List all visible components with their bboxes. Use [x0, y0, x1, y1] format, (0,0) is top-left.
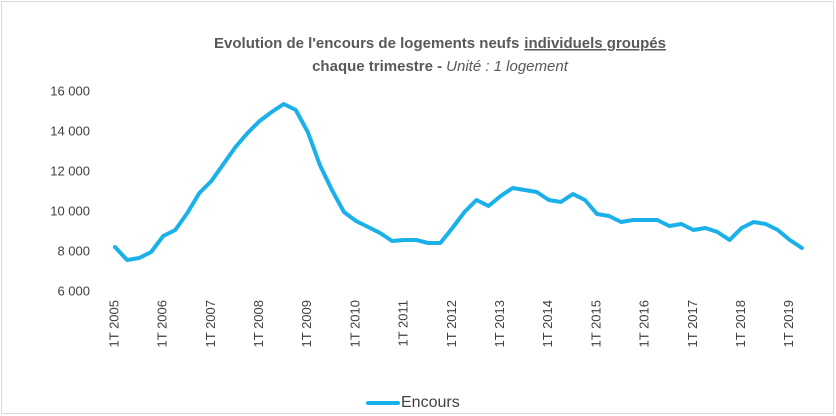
x-tick-label: 1T 2017: [685, 300, 700, 347]
x-tick-label: 1T 2018: [733, 300, 748, 347]
y-tick-label: 12 000: [50, 163, 90, 178]
x-tick-label: 1T 2011: [396, 300, 411, 347]
x-tick-label: 1T 2008: [251, 300, 266, 347]
series-line: [113, 102, 804, 262]
x-tick-label: 1T 2013: [492, 300, 507, 347]
y-tick-label: 14 000: [50, 123, 90, 138]
chart-subtitle-line: chaque trimestre - Unité : 1 logement: [312, 58, 569, 75]
x-tick-label: 1T 2012: [444, 300, 459, 347]
x-tick-label: 1T 2007: [203, 300, 218, 347]
x-tick-label: 1T 2014: [540, 300, 555, 347]
x-tick-label: 1T 2015: [588, 300, 603, 347]
x-tick-label: 1T 2019: [781, 300, 796, 347]
chart-unit: Unité : 1 logement: [446, 58, 569, 75]
y-tick-label: 16 000: [50, 83, 90, 98]
legend-label: Encours: [401, 394, 460, 411]
chart-title-line: Evolution de l'encours de logements neuf…: [214, 35, 666, 52]
y-tick-label: 8 000: [57, 243, 90, 258]
chart-title: Evolution de l'encours de logements neuf…: [214, 35, 519, 52]
x-tick-label: 1T 2010: [347, 300, 362, 347]
y-tick-label: 6 000: [57, 283, 90, 298]
chart-subtitle: chaque trimestre -: [312, 58, 442, 75]
x-tick-label: 1T 2016: [637, 300, 652, 347]
x-tick-label: 1T 2009: [299, 300, 314, 347]
x-tick-label: 1T 2006: [155, 300, 170, 347]
chart-title-emphasis: individuels groupés: [524, 35, 666, 52]
x-tick-label: 1T 2005: [106, 300, 121, 347]
y-tick-label: 10 000: [50, 203, 90, 218]
